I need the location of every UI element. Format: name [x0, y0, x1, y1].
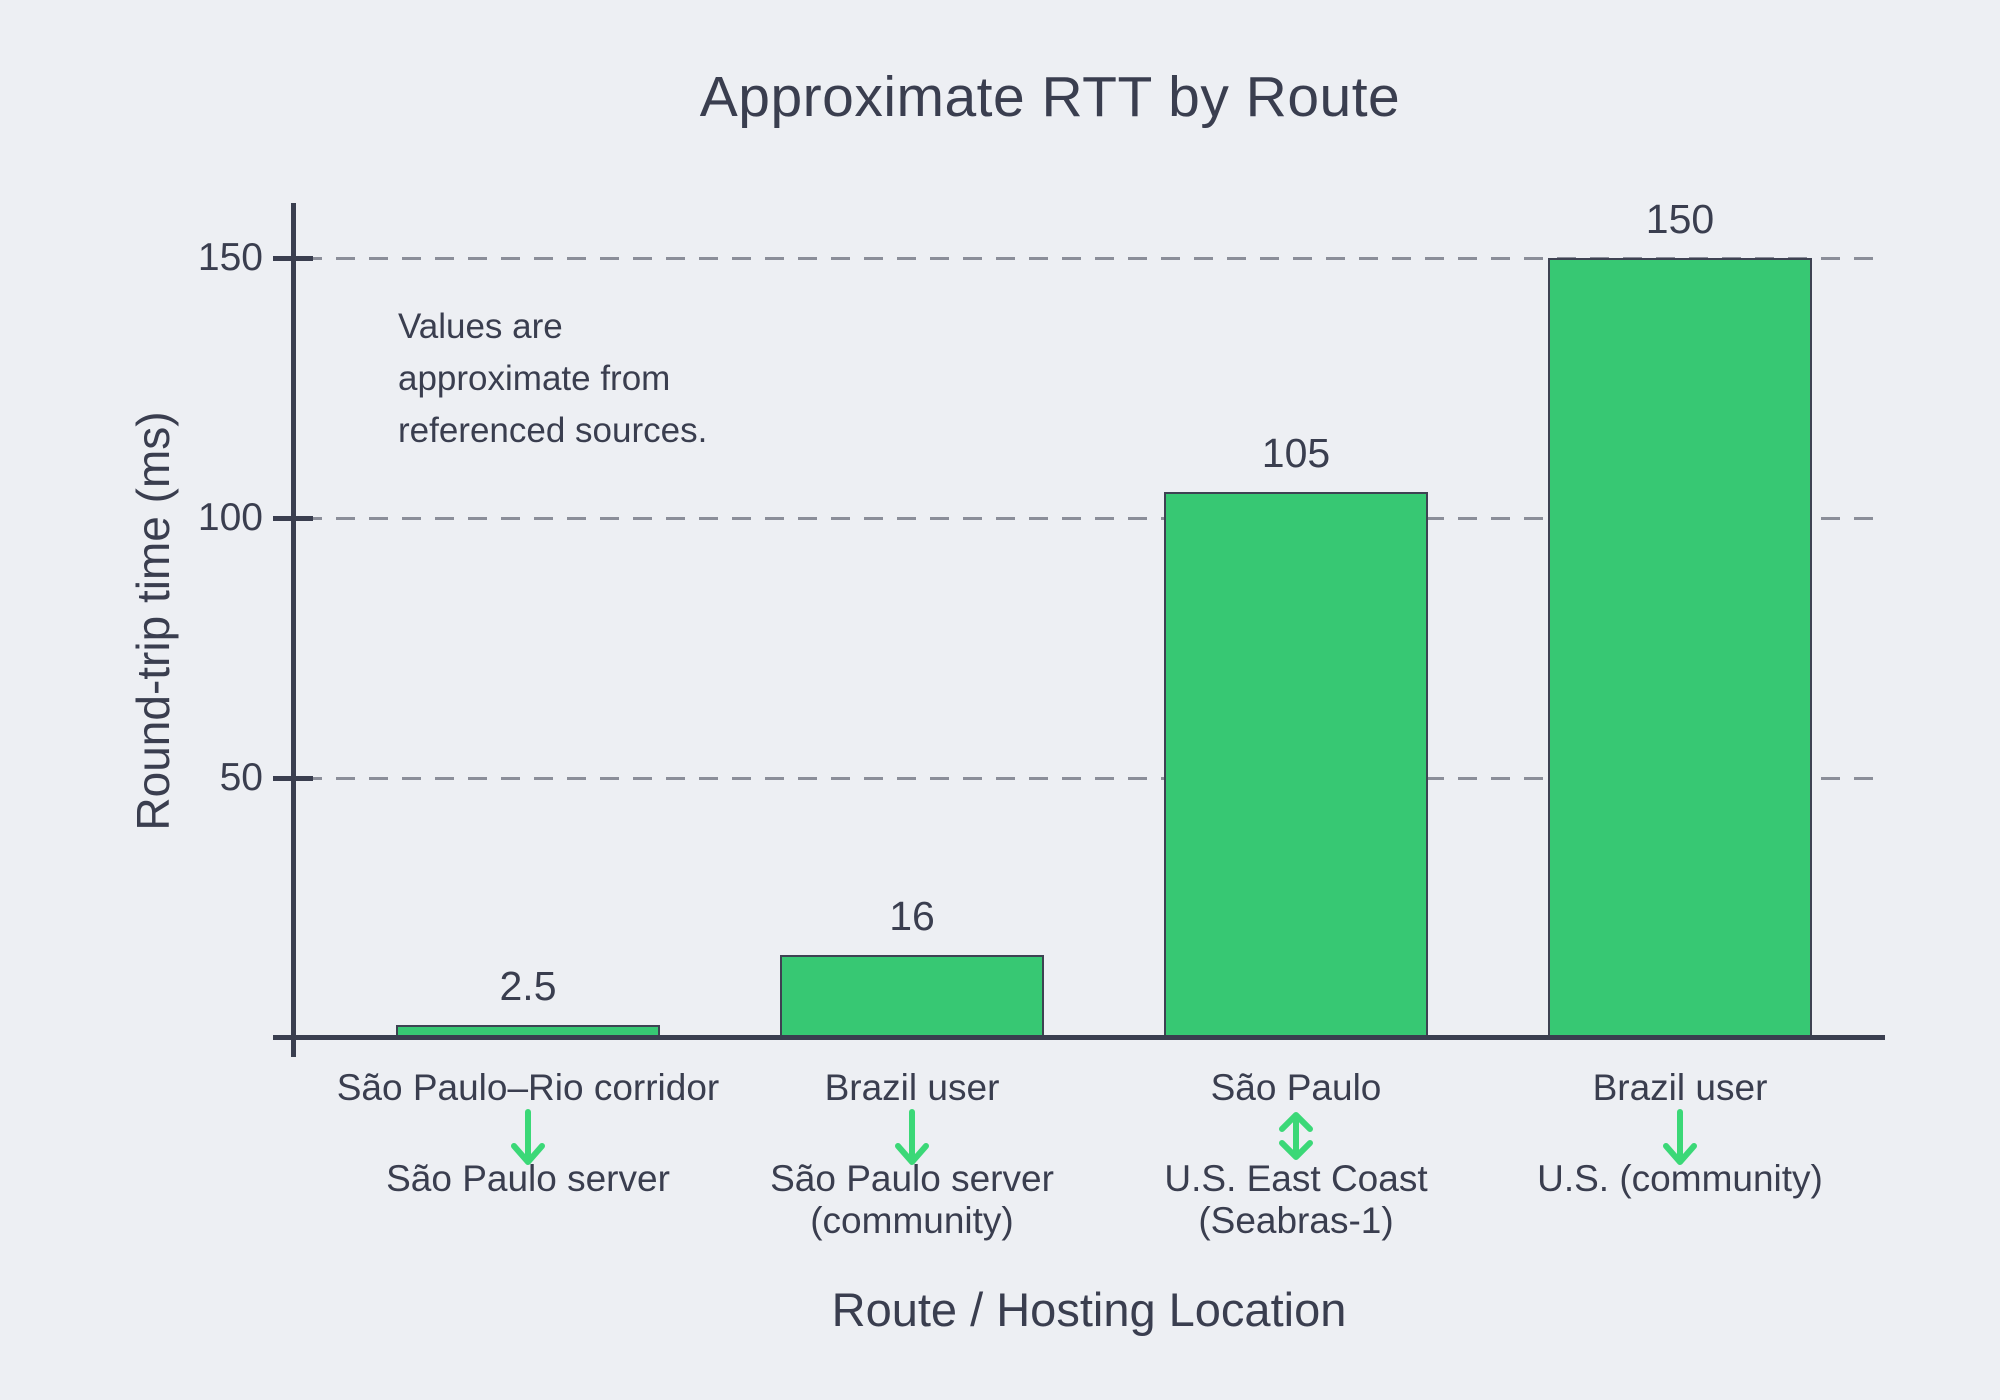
bar-value-label-0: 2.5 — [499, 963, 557, 1009]
category-label-2: São Paulo U.S. East Coast (Seabras-1) — [996, 1066, 1596, 1242]
down-arrow-icon — [1380, 1108, 1980, 1166]
y-tick-100 — [273, 516, 313, 521]
bar-value-label-1: 16 — [889, 893, 935, 939]
y-tick-50 — [273, 776, 313, 781]
y-axis-label: Round-trip time (ms) — [127, 411, 179, 831]
y-tick-label-150: 150 — [197, 236, 263, 279]
gridline-100 — [303, 517, 1885, 520]
annotation-note: Values are approximate from referenced s… — [398, 307, 708, 450]
gridline-150 — [303, 257, 1885, 260]
bar-value-label-2: 105 — [1261, 430, 1331, 476]
category-to-2: U.S. East Coast (Seabras-1) — [1164, 1158, 1428, 1241]
up-down-arrow-icon — [996, 1108, 1596, 1166]
category-label-0: São Paulo–Rio corridor São Paulo server — [228, 1066, 828, 1200]
down-arrow-icon — [612, 1108, 1212, 1166]
category-to-0: São Paulo server — [386, 1158, 670, 1199]
x-axis-spine — [273, 1035, 1885, 1040]
category-from-3: Brazil user — [1592, 1067, 1768, 1108]
bar-2 — [1164, 492, 1428, 1038]
bar-1 — [780, 955, 1044, 1038]
bar-3 — [1548, 258, 1812, 1038]
chart-title: Approximate RTT by Route — [699, 65, 1401, 129]
category-from-2: São Paulo — [1210, 1067, 1382, 1108]
x-axis-label: Route / Hosting Location — [831, 1283, 1347, 1336]
y-axis-spine — [291, 203, 296, 1057]
category-from-1: Brazil user — [824, 1067, 1000, 1108]
category-to-1: São Paulo server (community) — [770, 1158, 1054, 1241]
category-from-0: São Paulo–Rio corridor — [336, 1067, 720, 1108]
plot-area: Values are approximate from referenced s… — [198, 196, 1885, 1241]
y-tick-label-50: 50 — [219, 756, 263, 799]
bar-value-label-3: 150 — [1645, 196, 1715, 242]
category-label-1: Brazil user São Paulo server (community) — [612, 1066, 1212, 1242]
y-tick-label-100: 100 — [197, 496, 263, 539]
gridline-50 — [303, 777, 1885, 780]
down-arrow-icon — [228, 1108, 828, 1166]
y-tick-150 — [273, 256, 313, 261]
category-to-3: U.S. (community) — [1537, 1158, 1823, 1199]
category-label-3: Brazil user U.S. (community) — [1380, 1066, 1980, 1200]
